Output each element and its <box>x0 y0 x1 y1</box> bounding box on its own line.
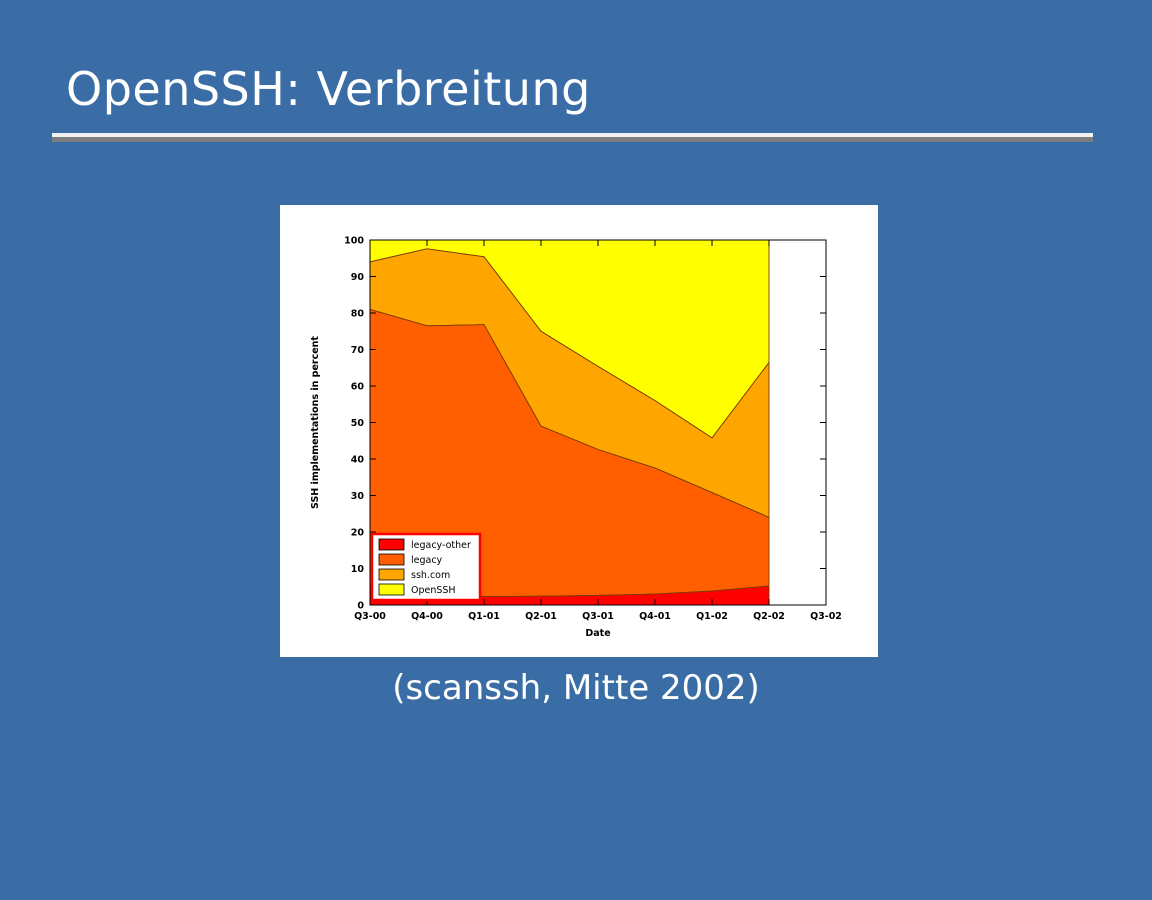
legend-item-legacy-other: legacy-other <box>378 538 471 551</box>
y-tick-label: 0 <box>357 601 364 612</box>
x-axis-tick-labels: Q3-00 Q4-00 Q1-01 Q2-01 Q3-01 Q4-01 Q1-0… <box>354 611 842 622</box>
x-tick-label: Q2-02 <box>753 611 785 622</box>
y-axis-title: SSH implementations in percent <box>310 336 321 509</box>
divider-highlight-line <box>52 133 1093 137</box>
x-tick-label: Q3-02 <box>810 611 842 622</box>
y-tick-label: 60 <box>351 382 365 393</box>
page-title: OpenSSH: Verbreitung <box>66 62 591 116</box>
legend-swatch <box>378 583 405 596</box>
y-axis-tick-labels: 0 10 20 30 40 50 60 70 80 90 100 <box>344 236 364 612</box>
legend-item-legacy: legacy <box>378 553 443 566</box>
x-axis-title: Date <box>585 628 610 639</box>
ssh-implementations-area-chart: 0 10 20 30 40 50 60 70 80 90 100 Q3-00 Q… <box>280 205 878 657</box>
figure-caption: (scanssh, Mitte 2002) <box>392 668 760 708</box>
x-tick-label: Q1-02 <box>696 611 728 622</box>
legend-label: legacy <box>411 555 443 566</box>
divider-shadow-line <box>52 137 1093 142</box>
figure-panel: 0 10 20 30 40 50 60 70 80 90 100 Q3-00 Q… <box>280 205 878 657</box>
y-tick-label: 20 <box>351 528 365 539</box>
legend-label: OpenSSH <box>411 585 456 596</box>
x-tick-label: Q4-01 <box>639 611 671 622</box>
chart-svg: 0 10 20 30 40 50 60 70 80 90 100 Q3-00 Q… <box>310 236 842 640</box>
chart-legend: legacy-other legacy ssh.com OpenSSH <box>370 532 482 602</box>
y-tick-label: 80 <box>351 309 365 320</box>
legend-swatch <box>378 568 405 581</box>
x-tick-label: Q2-01 <box>525 611 557 622</box>
legend-swatch <box>378 538 405 551</box>
legend-label: ssh.com <box>411 570 450 581</box>
title-divider <box>52 133 1093 142</box>
y-tick-label: 40 <box>351 455 365 466</box>
x-tick-label: Q4-00 <box>411 611 443 622</box>
legend-item-openssh: OpenSSH <box>378 583 456 596</box>
y-tick-label: 100 <box>344 236 364 247</box>
y-tick-label: 90 <box>351 272 365 283</box>
y-tick-label: 70 <box>351 345 365 356</box>
x-tick-label: Q1-01 <box>468 611 500 622</box>
x-tick-label: Q3-00 <box>354 611 386 622</box>
y-tick-label: 50 <box>351 418 365 429</box>
y-tick-label: 10 <box>351 564 365 575</box>
legend-swatch <box>378 553 405 566</box>
legend-label: legacy-other <box>411 540 471 551</box>
y-tick-label: 30 <box>351 491 365 502</box>
legend-item-sshcom: ssh.com <box>378 568 450 581</box>
x-tick-label: Q3-01 <box>582 611 614 622</box>
x-axis-ticks <box>369 240 827 605</box>
